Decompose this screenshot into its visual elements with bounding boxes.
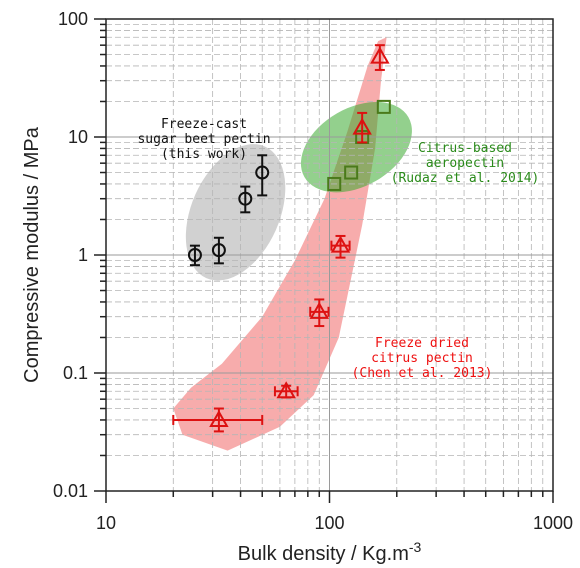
marker-circle — [211, 243, 226, 258]
y-tick-label: 10 — [68, 127, 88, 147]
data-point-triangle — [172, 407, 264, 433]
annotation-label: Freeze-cast sugar beet pectin (this work) — [137, 117, 270, 162]
data-point-triangle — [330, 234, 351, 259]
annotation-label: Freeze dried citrus pectin (Chen et al. 20… — [352, 336, 493, 381]
data-point-circle — [255, 154, 270, 197]
data-point-triangle — [352, 111, 372, 144]
x-axis-title-main: Bulk density / Kg.m — [238, 543, 409, 565]
annotation-line: (Rudaz et al. 2014) — [391, 171, 540, 186]
y-tick-label: 0.1 — [63, 363, 88, 383]
annotations: Freeze-cast sugar beet pectin (this work) C… — [137, 117, 539, 381]
x-axis-title: Bulk density / Kg.m-3 — [238, 539, 422, 565]
y-tick-label: 100 — [58, 9, 88, 29]
marker-triangle — [352, 117, 372, 135]
annotation-line: sugar beet pectin — [137, 132, 270, 147]
annotation-line: (this work) — [161, 147, 247, 162]
x-tick-label: 10 — [96, 513, 116, 533]
x-tick-label: 1000 — [533, 513, 573, 533]
region-freeze-dried — [173, 37, 387, 451]
axis-ticks: 10 100 1000 0.01 0.1 1 10 100 — [53, 9, 573, 533]
marker-square — [327, 176, 342, 191]
data-point-triangle — [273, 381, 299, 399]
annotation-line: Freeze dried — [375, 336, 469, 351]
data-point-square — [327, 176, 342, 191]
data-point-square — [376, 99, 391, 114]
data-point-triangle — [309, 298, 330, 328]
marker-triangle — [370, 46, 390, 64]
marker-circle — [187, 248, 202, 262]
x-tick-label: 100 — [314, 513, 344, 533]
data-point-circle — [238, 185, 253, 214]
x-axis-title-superscript: -3 — [409, 539, 422, 555]
marker-circle — [238, 191, 253, 206]
data-point-square — [344, 165, 359, 180]
region-aeropectin — [300, 101, 412, 193]
marker-square — [376, 99, 391, 114]
marker-triangle — [209, 409, 229, 427]
y-axis-title: Compressive modulus / MPa — [21, 126, 43, 383]
annotation-line: citrus pectin — [371, 351, 473, 366]
y-tick-label: 1 — [78, 245, 88, 265]
data-point-circle — [187, 244, 202, 267]
data-point-triangle — [370, 44, 390, 71]
annotation-label: Citrus-based aeropectin (Rudaz et al. 2014… — [391, 141, 540, 186]
data-points — [172, 44, 391, 433]
marker-square — [344, 165, 359, 180]
marker-triangle — [330, 235, 351, 253]
annotation-line: (Chen et al. 2013) — [352, 366, 493, 381]
y-tick-label: 0.01 — [53, 481, 88, 501]
data-point-circle — [211, 236, 226, 265]
grid — [106, 19, 553, 491]
annotation-line: Freeze-cast — [161, 117, 247, 132]
marker-triangle — [276, 381, 296, 399]
annotation-line: aeropectin — [426, 156, 504, 171]
marker-triangle — [309, 301, 329, 319]
marker-circle — [255, 165, 270, 180]
annotation-line: Citrus-based — [418, 141, 512, 156]
